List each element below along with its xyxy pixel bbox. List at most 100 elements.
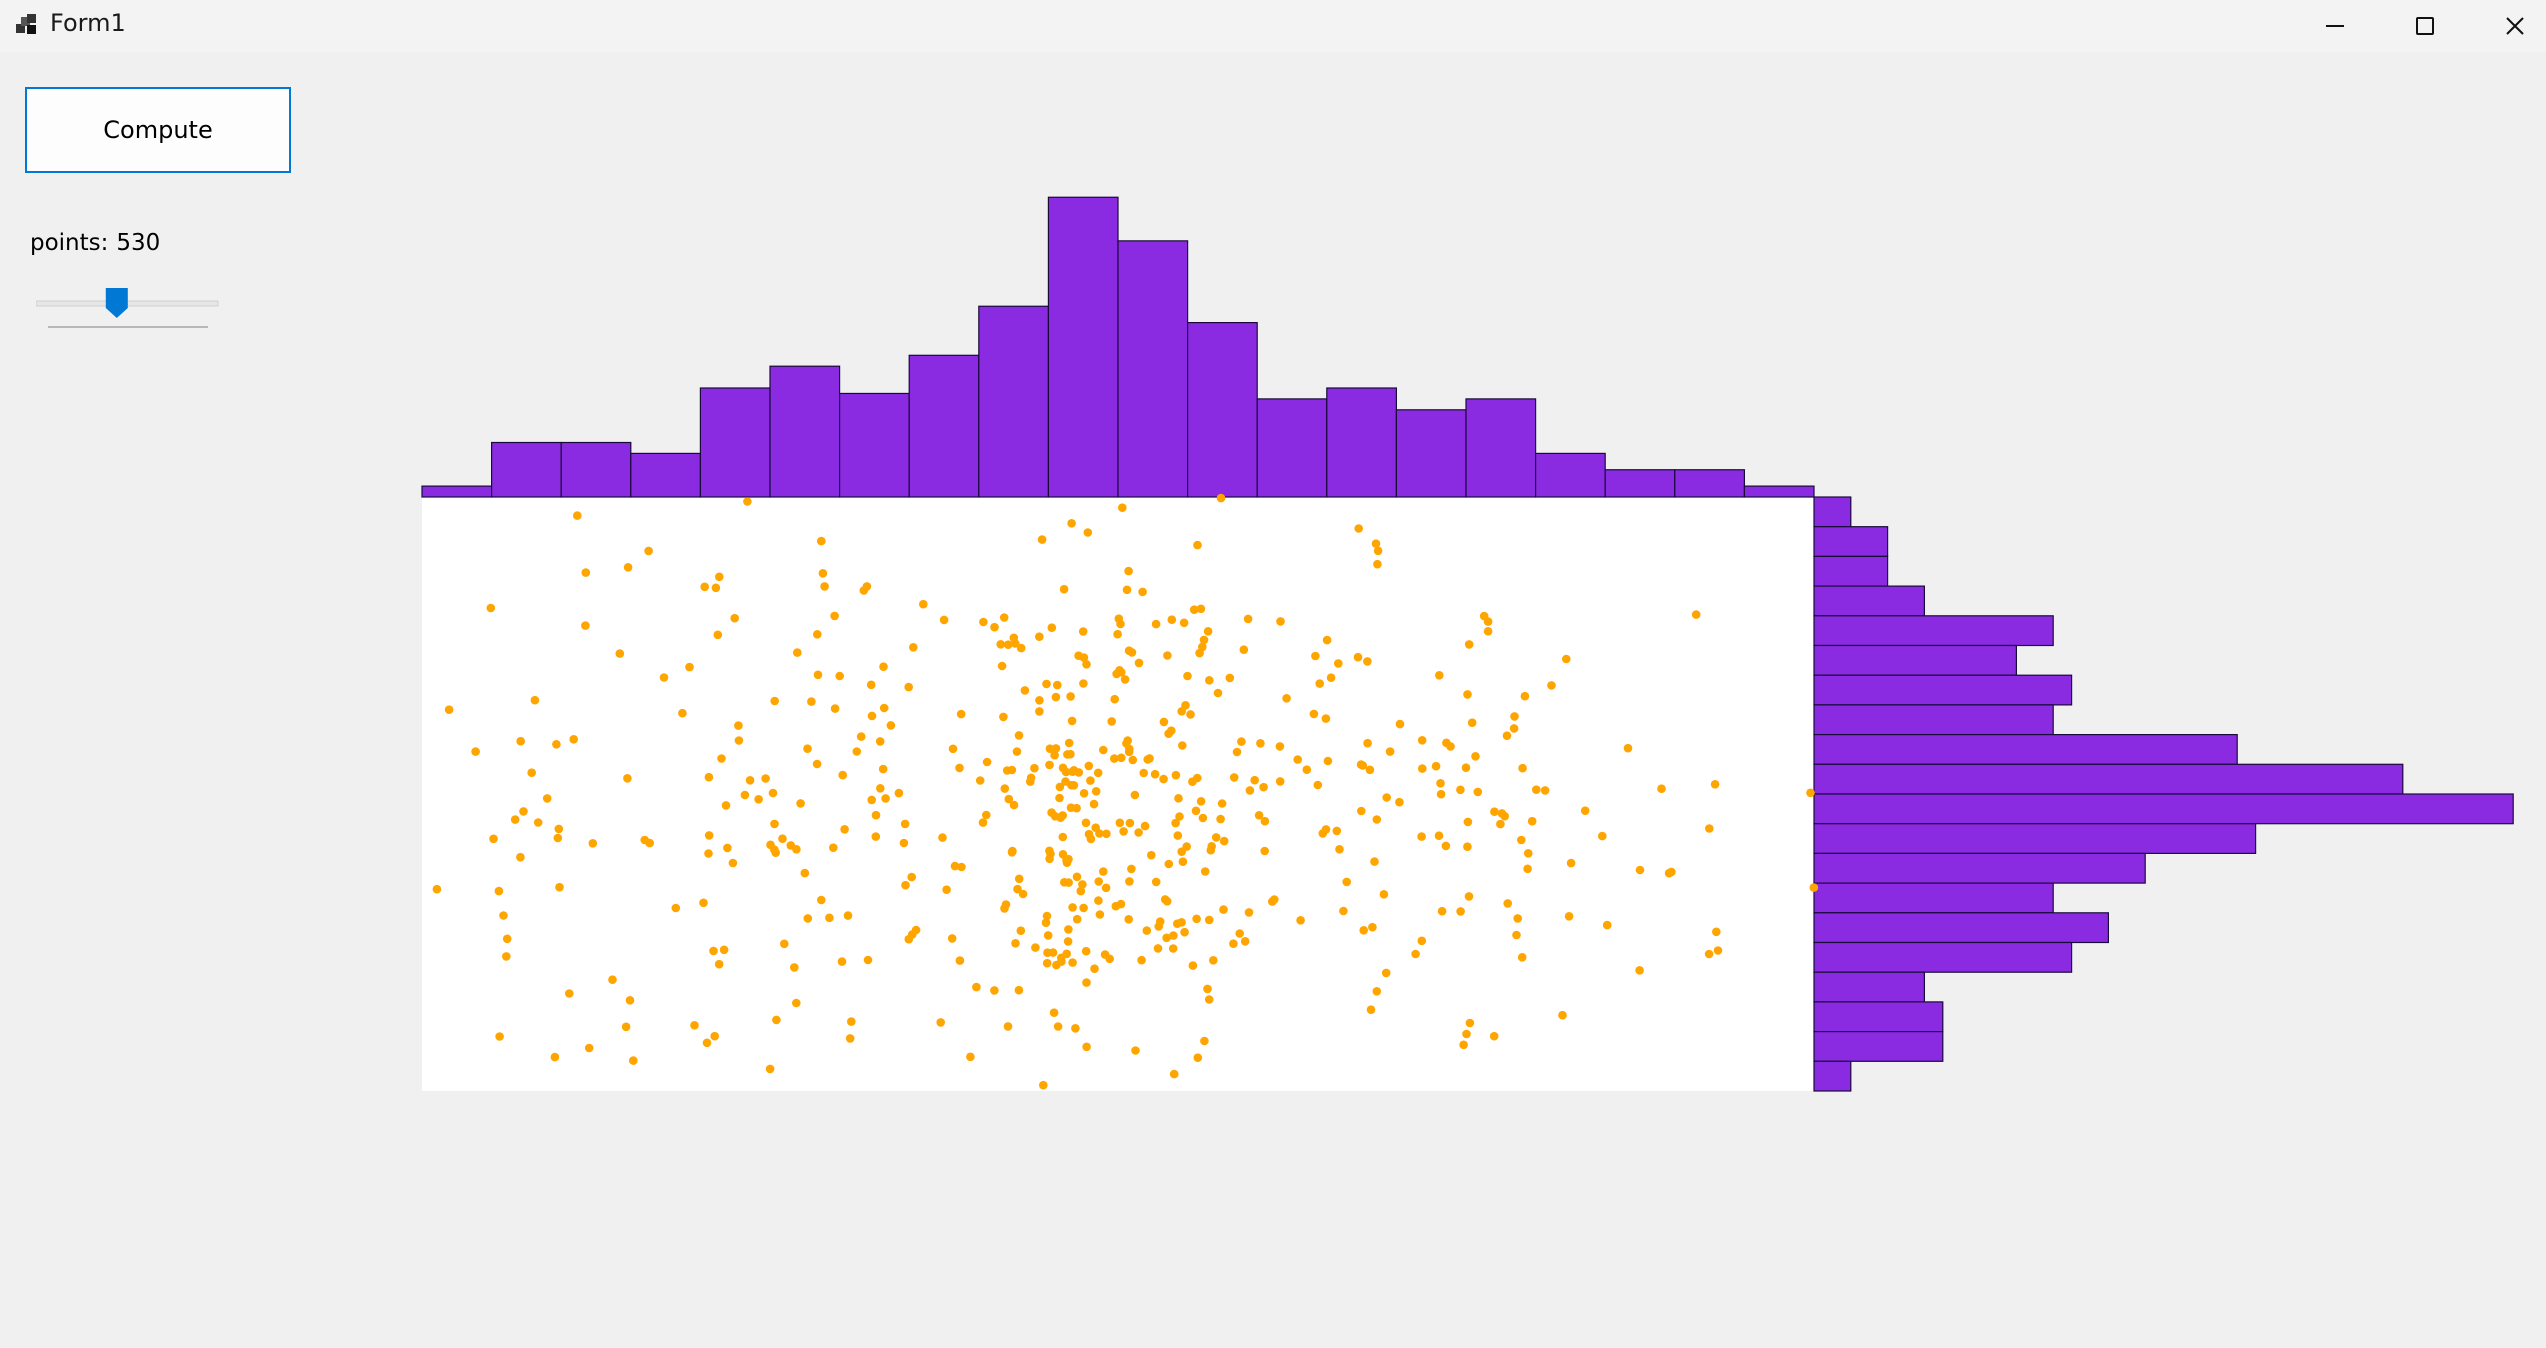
- scatter-point: [786, 841, 796, 850]
- scatter-point: [1164, 859, 1174, 869]
- scatter-point: [1502, 731, 1512, 740]
- scatter-point: [766, 840, 775, 850]
- scatter-point: [765, 1064, 775, 1074]
- compute-button[interactable]: Compute: [25, 87, 291, 173]
- scatter-point: [1496, 819, 1505, 829]
- scatter-point: [1200, 1036, 1209, 1046]
- scatter-point: [1066, 749, 1075, 759]
- scatter-point: [1018, 889, 1028, 899]
- scatter-point: [1035, 696, 1044, 705]
- scatter-point: [1259, 782, 1268, 792]
- scatter-point: [1691, 610, 1701, 619]
- minimize-button[interactable]: [2290, 0, 2380, 52]
- scatter-point: [1193, 540, 1202, 550]
- scatter-point: [1124, 747, 1134, 757]
- scatter-point: [1326, 673, 1336, 682]
- top-histogram-bar: [1186, 322, 1258, 498]
- scatter-point: [714, 959, 724, 969]
- scatter-point: [904, 934, 914, 944]
- scatter-point: [1441, 841, 1451, 851]
- scatter-point: [886, 721, 896, 730]
- right-histogram-bar: [1813, 555, 1889, 587]
- scatter-point: [581, 568, 591, 577]
- scatter-point: [812, 759, 822, 769]
- scatter-point: [1213, 688, 1223, 698]
- scatter-point: [900, 819, 910, 829]
- points-label: points: 530: [30, 228, 160, 258]
- scatter-point: [1107, 717, 1116, 726]
- scatter-point: [1713, 946, 1723, 955]
- scatter-point: [1235, 929, 1244, 938]
- scatter-point: [1127, 864, 1136, 874]
- scatter-point: [1094, 896, 1103, 905]
- scatter-point: [942, 885, 951, 894]
- top-histogram-bar: [630, 452, 701, 498]
- scatter-point: [1011, 939, 1020, 948]
- scatter-point: [1461, 763, 1471, 772]
- scatter-point: [704, 772, 714, 782]
- points-count: 530: [116, 230, 161, 256]
- scatter-point: [494, 886, 504, 896]
- scatter-point: [1356, 760, 1366, 769]
- right-histogram-bar: [1813, 585, 1926, 617]
- scatter-point: [1191, 806, 1201, 816]
- points-slider[interactable]: [36, 280, 220, 340]
- scatter-point: [1179, 618, 1189, 628]
- scatter-point: [1094, 877, 1103, 886]
- scatter-point: [1302, 765, 1312, 774]
- scatter-point: [956, 709, 966, 719]
- scatter-point: [1385, 747, 1395, 756]
- scatter-point: [1363, 738, 1372, 748]
- scatter-point: [734, 721, 743, 730]
- scatter-point: [999, 613, 1009, 622]
- scatter-point: [1196, 797, 1206, 806]
- right-histogram-bar: [1813, 704, 2054, 736]
- right-histogram-bar: [1813, 1060, 1852, 1092]
- scatter-point: [1417, 736, 1427, 745]
- scatter-point: [1211, 833, 1221, 842]
- scatter-point: [1177, 918, 1186, 927]
- scatter-point: [1564, 912, 1574, 921]
- scatter-point: [1464, 640, 1474, 649]
- maximize-button[interactable]: [2380, 0, 2470, 52]
- close-button[interactable]: [2470, 0, 2546, 52]
- scatter-point: [1260, 846, 1269, 856]
- scatter-point: [704, 849, 713, 858]
- scatter-point: [803, 914, 813, 923]
- scatter-point: [1411, 949, 1420, 959]
- scatter-point: [1113, 629, 1122, 639]
- scatter-point: [1003, 640, 1013, 649]
- scatter-point: [1117, 753, 1126, 763]
- scatter-point: [1465, 1018, 1475, 1028]
- scatter-point: [685, 662, 694, 672]
- scatter-point: [1117, 668, 1126, 677]
- right-histogram: [1813, 496, 2514, 1092]
- scatter-point: [444, 705, 454, 714]
- scatter-point: [1471, 752, 1480, 761]
- scatter-point: [1189, 605, 1199, 614]
- scatter-point: [1059, 584, 1069, 594]
- scatter-point: [1072, 872, 1082, 882]
- scatter-point: [1322, 635, 1332, 645]
- scatter-point: [1243, 614, 1253, 624]
- scatter-point: [1076, 886, 1086, 896]
- scatter-point: [1067, 519, 1076, 528]
- scatter-point: [1181, 701, 1190, 710]
- scatter-point: [1436, 779, 1445, 788]
- top-histogram-bar: [1534, 452, 1606, 498]
- scatter-point: [552, 740, 561, 749]
- scatter-point: [1512, 930, 1521, 940]
- scatter-point: [843, 911, 853, 920]
- scatter-point: [1039, 1080, 1048, 1090]
- slider-thumb[interactable]: [105, 288, 128, 318]
- title-bar[interactable]: Form1: [0, 0, 2546, 52]
- scatter-point: [1047, 623, 1057, 632]
- scatter-point: [1664, 868, 1674, 878]
- scatter-point: [1071, 1024, 1080, 1033]
- top-histogram-bar: [769, 365, 841, 498]
- scatter-point: [527, 768, 536, 777]
- scatter-point: [1254, 811, 1264, 820]
- scatter-point: [1082, 1042, 1091, 1052]
- scatter-point: [1010, 639, 1020, 648]
- scatter-point: [1079, 789, 1089, 798]
